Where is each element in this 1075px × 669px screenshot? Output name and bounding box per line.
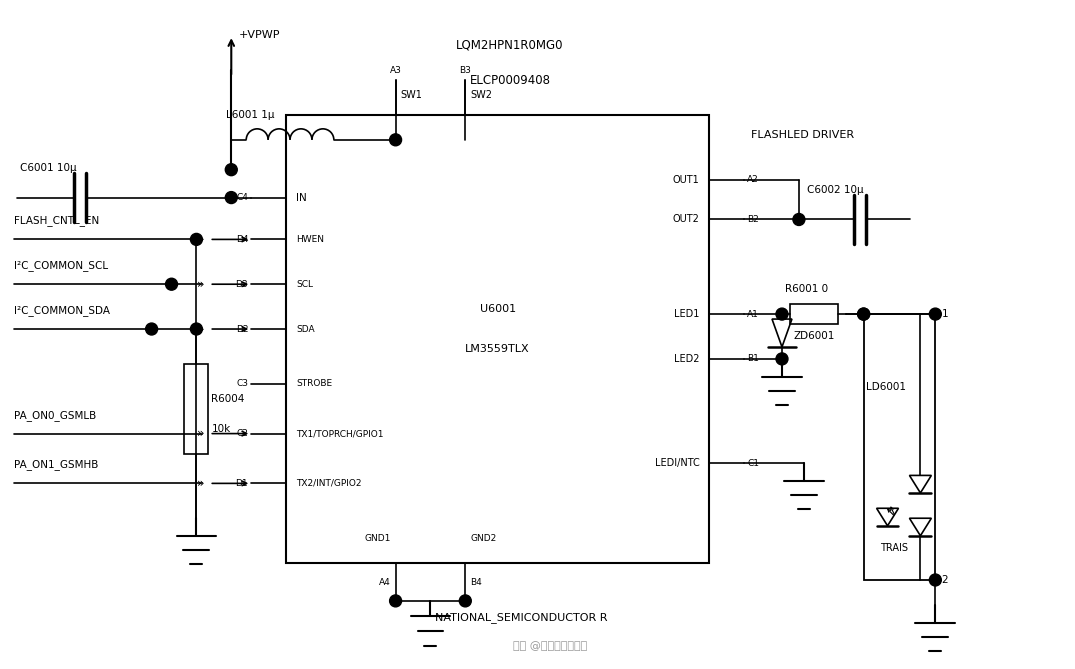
Circle shape [776,308,788,320]
Text: D4: D4 [235,235,248,244]
Text: LQM2HPN1R0MG0: LQM2HPN1R0MG0 [457,39,564,52]
Circle shape [226,191,238,203]
Circle shape [858,308,870,320]
Text: B2: B2 [747,215,759,224]
Text: TX2/INT/GPIO2: TX2/INT/GPIO2 [296,479,361,488]
Text: »: » [197,427,204,440]
Text: B1: B1 [747,355,759,363]
Circle shape [389,134,402,146]
Text: C6002 10μ: C6002 10μ [807,185,863,195]
Text: IN: IN [296,193,306,203]
Text: C6001 10μ: C6001 10μ [20,163,76,173]
Text: D1: D1 [235,479,248,488]
Text: I²C_COMMON_SCL: I²C_COMMON_SCL [14,260,109,271]
Text: D2: D2 [235,324,248,334]
Text: LM3559TLX: LM3559TLX [465,344,530,354]
Text: L6001 1μ: L6001 1μ [227,110,275,120]
Text: B4: B4 [470,578,482,587]
Text: GND1: GND1 [364,534,390,543]
Text: LD6001: LD6001 [865,382,905,392]
Text: »: » [197,278,204,291]
Text: I²C_COMMON_SDA: I²C_COMMON_SDA [14,305,110,316]
Text: LED1: LED1 [674,309,700,319]
Text: C4: C4 [236,193,248,202]
Text: STROBE: STROBE [296,379,332,388]
Text: 头条 @电子工程师小李: 头条 @电子工程师小李 [513,641,587,651]
Text: 2: 2 [942,575,948,585]
Text: TRAIS: TRAIS [880,543,908,553]
Text: SW1: SW1 [401,90,422,100]
Text: PA_ON1_GSMHB: PA_ON1_GSMHB [14,460,99,470]
Text: PA_ON0_GSMLB: PA_ON0_GSMLB [14,409,97,421]
Text: HWEN: HWEN [296,235,324,244]
Circle shape [190,233,202,246]
Text: C2: C2 [236,429,248,438]
Circle shape [389,595,402,607]
Text: 10k: 10k [212,423,231,434]
FancyBboxPatch shape [185,364,209,454]
FancyBboxPatch shape [286,115,710,563]
FancyBboxPatch shape [790,304,837,324]
Text: R6001 0: R6001 0 [785,284,828,294]
Circle shape [459,595,471,607]
Text: C1: C1 [747,459,759,468]
Text: A4: A4 [378,578,390,587]
Text: +VPWP: +VPWP [240,30,281,40]
Circle shape [776,353,788,365]
Text: LEDI/NTC: LEDI/NTC [655,458,700,468]
Text: TX1/TOPRCH/GPIO1: TX1/TOPRCH/GPIO1 [296,429,384,438]
Text: SCL: SCL [296,280,313,289]
Text: SDA: SDA [296,324,315,334]
Circle shape [930,574,942,586]
Circle shape [858,308,870,320]
Text: »: » [197,322,204,336]
Circle shape [226,164,238,176]
Text: A2: A2 [747,175,759,184]
Text: OUT2: OUT2 [673,215,700,225]
Text: LED2: LED2 [674,354,700,364]
Text: GND2: GND2 [470,534,497,543]
Circle shape [166,278,177,290]
Text: ZD6001: ZD6001 [794,332,835,341]
Text: FLASH_CNTL_EN: FLASH_CNTL_EN [14,215,99,226]
Text: FLASHLED DRIVER: FLASHLED DRIVER [751,130,855,140]
Text: C3: C3 [236,379,248,388]
Text: ELCP0009408: ELCP0009408 [470,74,550,86]
Circle shape [930,308,942,320]
Text: 1: 1 [942,309,948,319]
Circle shape [145,323,158,335]
Text: »: » [197,233,204,246]
Circle shape [793,213,805,225]
Text: D3: D3 [235,280,248,289]
Text: »: » [197,477,204,490]
Text: U6001: U6001 [479,304,516,314]
FancyBboxPatch shape [863,314,935,580]
Text: B3: B3 [459,66,471,75]
Circle shape [190,323,202,335]
Text: SW2: SW2 [470,90,492,100]
Text: A1: A1 [747,310,759,318]
Text: OUT1: OUT1 [673,175,700,185]
Text: R6004: R6004 [212,394,245,403]
Text: A3: A3 [389,66,402,75]
Text: NATIONAL_SEMICONDUCTOR R: NATIONAL_SEMICONDUCTOR R [435,612,608,624]
